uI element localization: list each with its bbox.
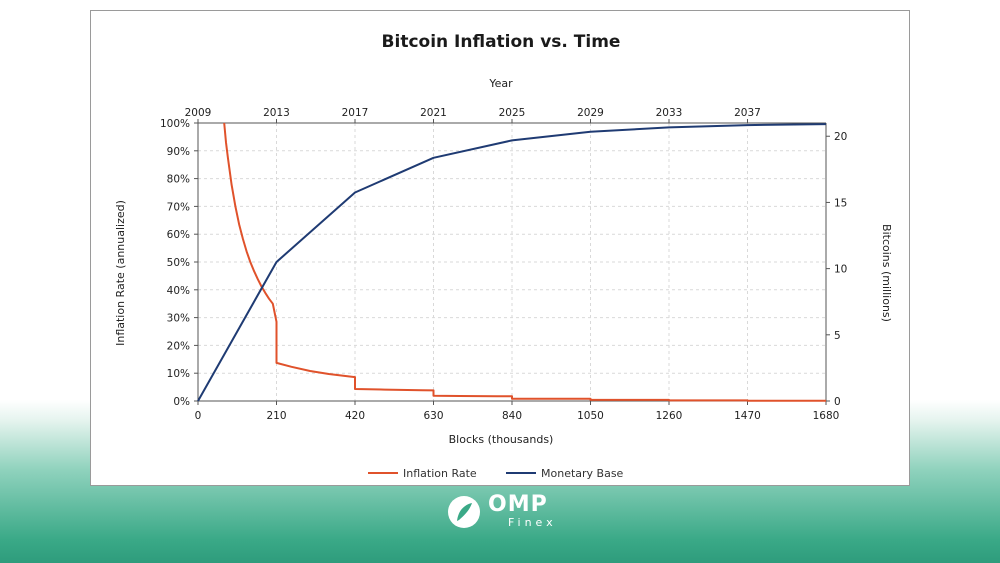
chart-title: Bitcoin Inflation vs. Time <box>382 32 621 52</box>
series-lines <box>197 122 827 402</box>
x-tick-label: 1470 <box>734 410 761 422</box>
y-tick-label: 20% <box>167 340 190 352</box>
x-tick-label: 0 <box>195 410 202 422</box>
chart: Bitcoin Inflation vs. Time Year 0 210 420 6… <box>114 32 893 480</box>
y2-tick-label: 15 <box>834 197 847 209</box>
year-tick-label: 2025 <box>499 107 526 119</box>
omp-leaf-icon <box>448 496 480 528</box>
y-tick-label: 70% <box>167 201 190 213</box>
series-line-monetary-base <box>197 123 827 402</box>
y-tick-label: 50% <box>167 257 190 269</box>
y2-tick-label: 0 <box>834 396 841 408</box>
y-tick-label: 30% <box>167 313 190 325</box>
year-tick-label: 2009 <box>185 107 212 119</box>
year-tick-label: 2037 <box>734 107 761 119</box>
year-tick-label: 2017 <box>342 107 369 119</box>
y-tick-label: 80% <box>167 174 190 186</box>
brand-subname: Finex <box>508 516 557 529</box>
year-tick-label: 2021 <box>420 107 447 119</box>
series-line-inflation-rate <box>223 122 826 402</box>
year-tick-label: 2029 <box>577 107 604 119</box>
x-tick-label: 630 <box>423 410 443 422</box>
x-tick-label: 1680 <box>813 410 840 422</box>
chart-card: Bitcoin Inflation vs. Time Year 0 210 420 6… <box>90 10 910 486</box>
brand-name: OMP <box>488 492 548 517</box>
y-tick-label: 60% <box>167 229 190 241</box>
top-axis-title: Year <box>488 77 513 90</box>
x-tick-label: 210 <box>266 410 286 422</box>
y2-tick-label: 5 <box>834 330 841 342</box>
x-tick-label: 1050 <box>577 410 604 422</box>
y2-tick-label: 10 <box>834 264 847 276</box>
x-axis-title: Blocks (thousands) <box>449 433 554 446</box>
year-tick-label: 2033 <box>656 107 683 119</box>
y-tick-label: 10% <box>167 368 190 380</box>
x-tick-label: 1260 <box>656 410 683 422</box>
y-tick-label: 40% <box>167 285 190 297</box>
legend: Inflation Rate Monetary Base <box>368 467 624 480</box>
y-axis-title: Inflation Rate (annualized) <box>114 200 127 346</box>
year-tick-label: 2013 <box>263 107 290 119</box>
legend-label-monetary-base: Monetary Base <box>541 467 624 480</box>
y2-axis-title: Bitcoins (millions) <box>880 224 893 322</box>
y2-tick-label: 20 <box>834 131 847 143</box>
legend-label-inflation-rate: Inflation Rate <box>403 467 477 480</box>
y-tick-label: 100% <box>160 118 190 130</box>
brand-logo: OMP Finex <box>446 492 566 532</box>
x-tick-label: 840 <box>502 410 522 422</box>
x-tick-label: 420 <box>345 410 365 422</box>
y-tick-label: 90% <box>167 146 190 158</box>
y-tick-label: 0% <box>173 396 190 408</box>
gridlines <box>198 122 826 401</box>
